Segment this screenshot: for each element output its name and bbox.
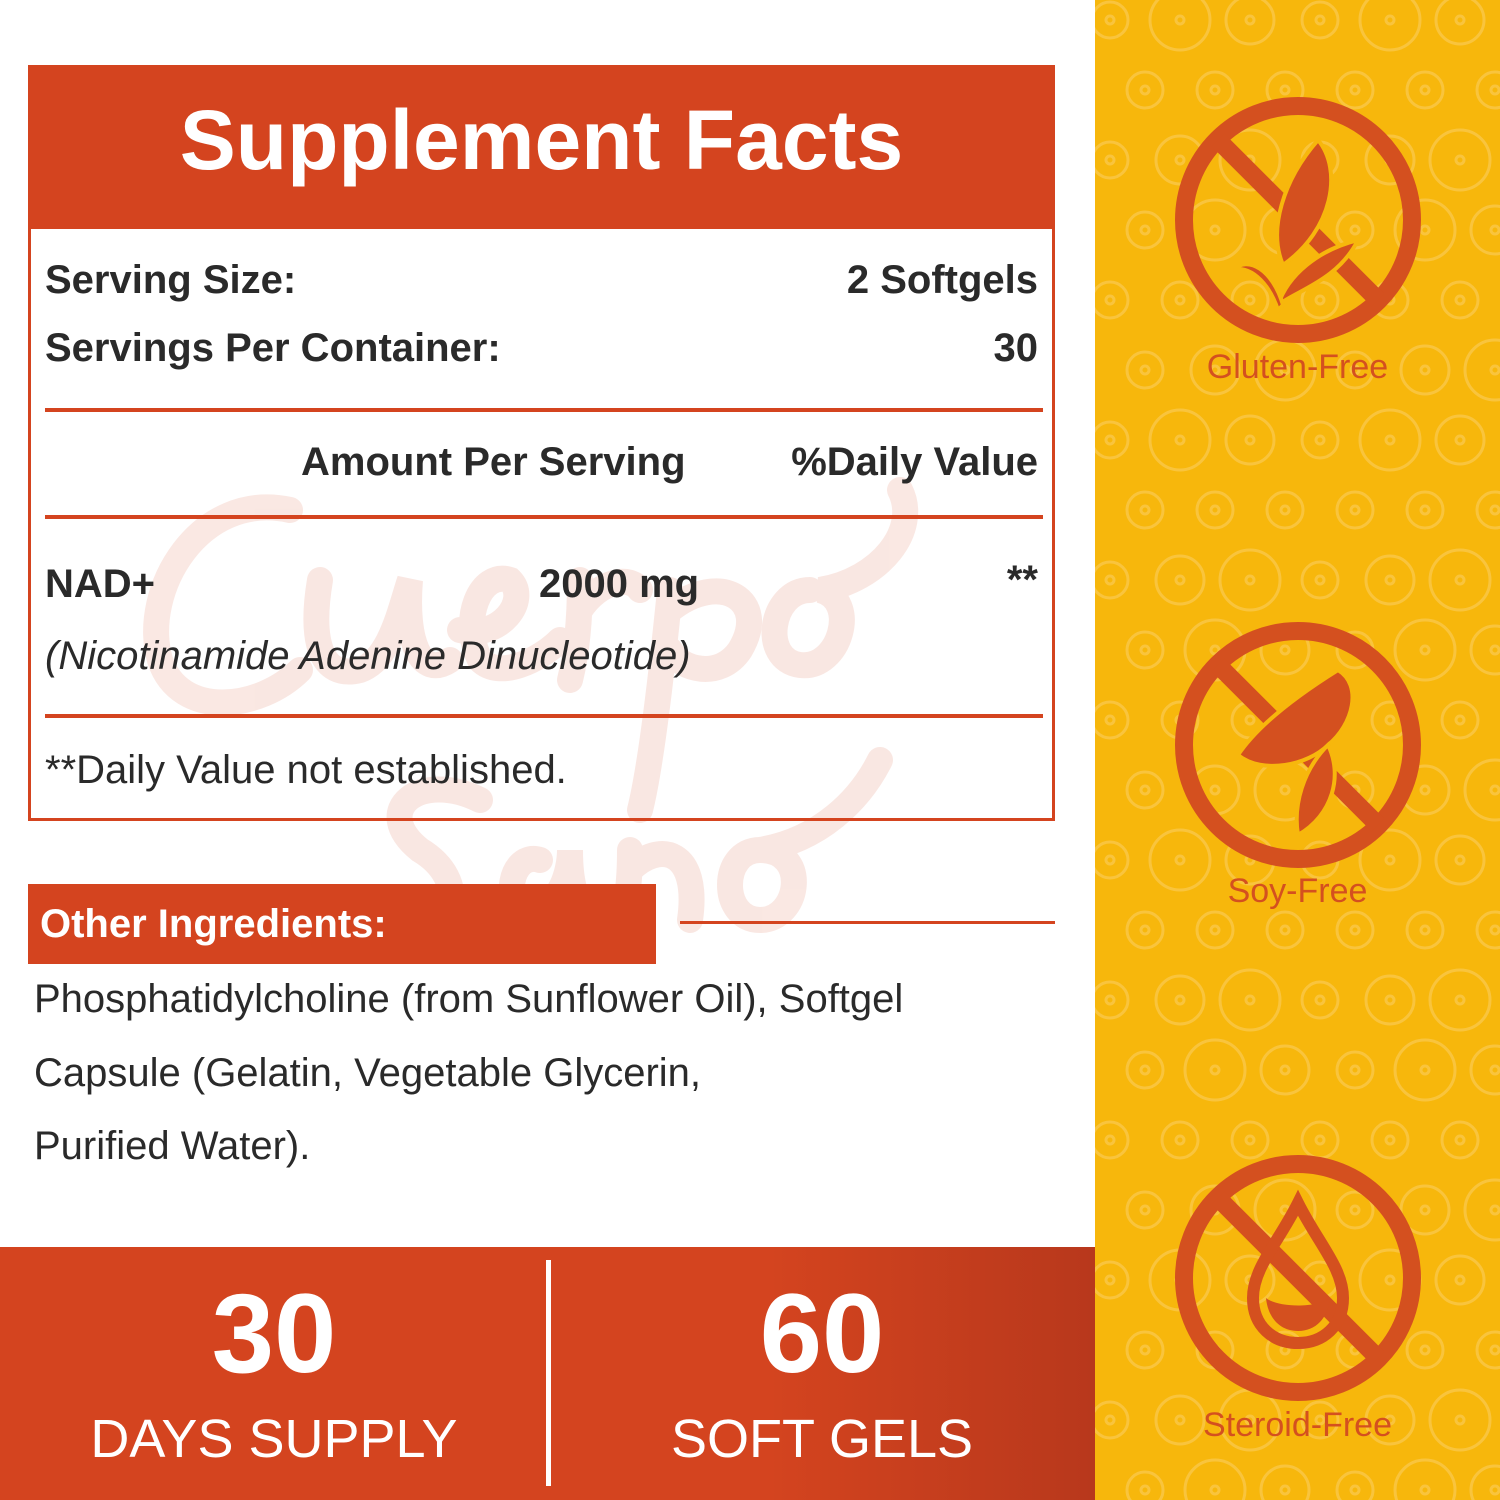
softgels-label: SOFT GELS (670, 1409, 974, 1469)
ingredient-dv: ** (1006, 558, 1038, 602)
other-ingredients-line: Phosphatidylcholine (from Sunflower Oil)… (34, 977, 904, 1021)
gluten-free-badge (1095, 90, 1500, 355)
other-ingredients-line: Capsule (Gelatin, Vegetable Glycerin, (34, 1051, 702, 1095)
no-wheat-icon (1174, 97, 1421, 343)
no-soybean-icon (1174, 622, 1421, 868)
steroid-free-badge (1095, 1148, 1500, 1413)
servings-value: 30 (993, 326, 1039, 370)
divider (680, 921, 1055, 924)
divider (45, 714, 1043, 718)
days-label: DAYS SUPPLY (90, 1409, 458, 1469)
ingredient-full-name: (Nicotinamide Adenine Dinucleotide) (45, 634, 691, 678)
no-drop-icon (1174, 1155, 1421, 1401)
badge-label: Steroid-Free (1203, 1406, 1392, 1444)
softgels-number: 60 (759, 1271, 885, 1396)
divider (45, 408, 1043, 412)
dv-header: %Daily Value (791, 440, 1038, 484)
supplement-facts-table: Serving Size: 2 Softgels Servings Per Co… (28, 228, 1055, 821)
page-title: Supplement Facts (28, 65, 1055, 229)
footnote: **Daily Value not established. (45, 748, 567, 792)
badge-label: Gluten-Free (1206, 348, 1389, 386)
divider (45, 515, 1043, 519)
other-ingredients-title: Other Ingredients: (28, 884, 656, 964)
serving-size-label: Serving Size: (45, 258, 297, 302)
serving-size-value: 2 Softgels (846, 258, 1038, 302)
pattern-background (1095, 0, 1500, 1500)
servings-label: Servings Per Container: (45, 326, 501, 370)
ingredient-amount: 2000 mg (539, 562, 700, 606)
soy-free-badge (1095, 615, 1500, 880)
other-ingredients-line: Purified Water). (34, 1124, 311, 1168)
badges-panel: Gluten-Free Soy-Free Steroid-Free (1095, 0, 1500, 1500)
amount-header: Amount Per Serving (301, 440, 686, 484)
ingredient-name: NAD+ (45, 562, 156, 606)
badge-label: Soy-Free (1227, 872, 1368, 910)
band-divider (546, 1260, 551, 1486)
days-number: 30 (211, 1271, 337, 1396)
